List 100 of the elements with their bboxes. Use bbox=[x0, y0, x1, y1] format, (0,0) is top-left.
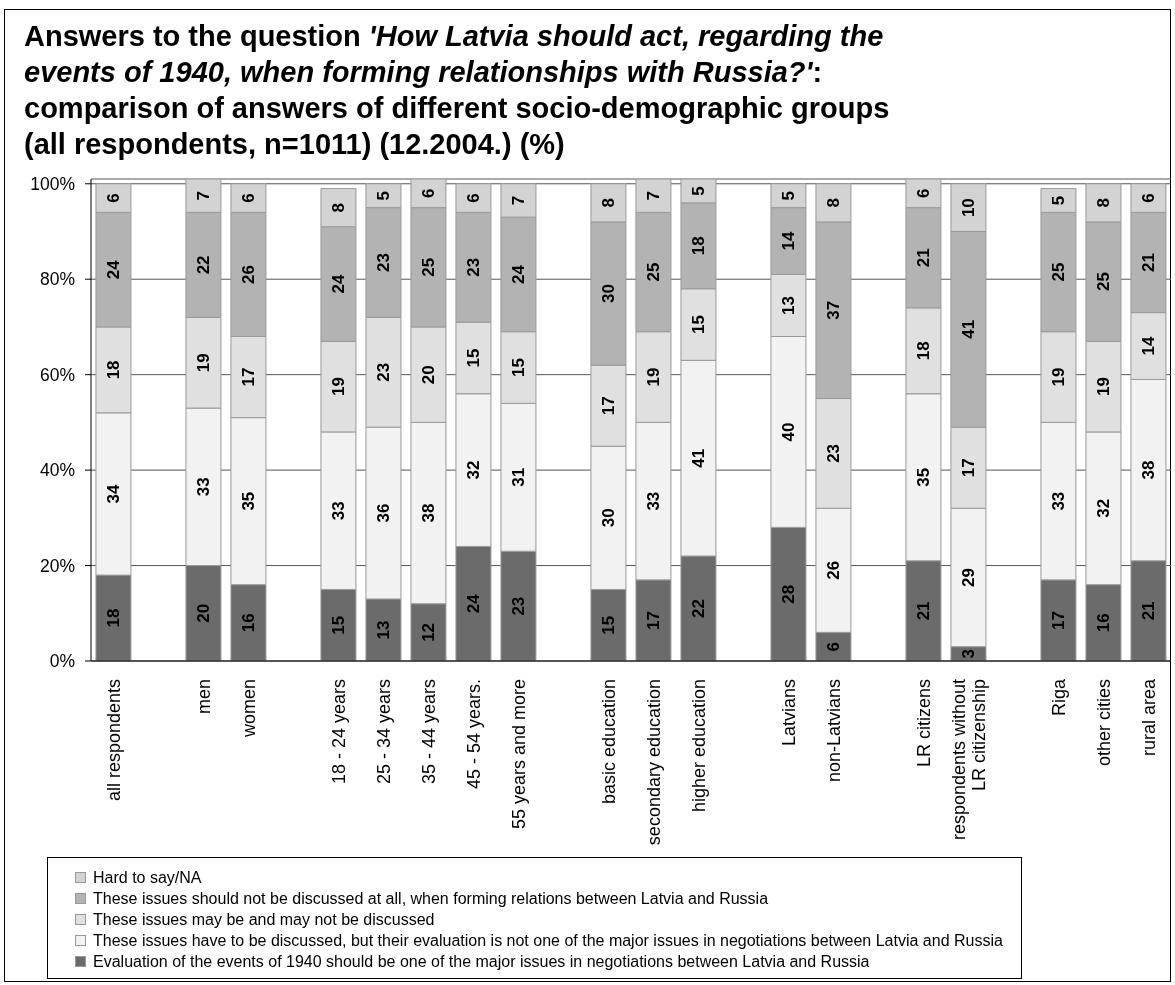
data-label: 23 bbox=[463, 257, 483, 277]
data-label: 32 bbox=[1093, 498, 1113, 518]
data-label: 33 bbox=[1048, 491, 1068, 511]
data-label: 5 bbox=[1048, 195, 1068, 206]
data-label: 19 bbox=[328, 377, 348, 397]
x-tick-label: basic education bbox=[598, 679, 619, 805]
data-label: 17 bbox=[1048, 610, 1068, 630]
data-label: 38 bbox=[1138, 460, 1158, 480]
data-label: 30 bbox=[598, 508, 618, 528]
data-label: 20 bbox=[418, 365, 438, 385]
data-label: 24 bbox=[328, 274, 348, 294]
y-tick-label: 40% bbox=[39, 460, 75, 481]
data-label: 5 bbox=[778, 190, 798, 201]
legend-label: These issues should not be discussed at all, when forming relations between Latvia and Russia bbox=[93, 889, 769, 908]
data-label: 17 bbox=[958, 458, 978, 478]
data-label: 21 bbox=[913, 248, 933, 268]
data-label: 6 bbox=[913, 188, 933, 199]
data-label: 5 bbox=[373, 190, 393, 201]
data-label: 17 bbox=[643, 610, 663, 630]
y-tick-label: 100% bbox=[30, 173, 75, 194]
data-label: 6 bbox=[1138, 193, 1158, 203]
data-label: 31 bbox=[508, 467, 528, 487]
data-label: 17 bbox=[238, 367, 258, 387]
data-label: 24 bbox=[463, 593, 483, 614]
legend-label: These issues may be and may not be discussed bbox=[93, 910, 435, 929]
data-label: 20 bbox=[193, 603, 213, 623]
data-label: 8 bbox=[823, 198, 843, 208]
data-label: 19 bbox=[1048, 367, 1068, 387]
chart-title: Answers to the question 'How Latvia should act, regarding the events of 1940, when forming relationships with Russia?': comparison of answers of different socio-demographic groups (all respondents, n=1011) (12.2004.) (%) bbox=[24, 20, 890, 160]
data-label: 18 bbox=[103, 608, 123, 628]
data-label: 18 bbox=[688, 236, 708, 256]
x-tick-label: secondary education bbox=[643, 679, 664, 846]
data-label: 8 bbox=[1093, 198, 1113, 208]
data-label: 29 bbox=[958, 568, 978, 587]
data-label: 23 bbox=[508, 596, 528, 616]
x-tick-label: non-Latvians bbox=[823, 679, 844, 783]
data-label: 23 bbox=[373, 253, 393, 272]
data-label: 19 bbox=[193, 353, 213, 373]
data-label: 6 bbox=[463, 193, 483, 203]
data-label: 6 bbox=[823, 641, 843, 652]
x-tick-label: 55 years and more bbox=[508, 679, 529, 830]
data-label: 25 bbox=[643, 262, 663, 282]
data-label: 32 bbox=[463, 460, 483, 480]
data-label: 26 bbox=[238, 264, 258, 284]
data-label: 3 bbox=[958, 649, 978, 659]
x-tick-label: women bbox=[238, 679, 259, 739]
data-label: 14 bbox=[1138, 336, 1158, 356]
data-label: 7 bbox=[193, 190, 213, 201]
data-label: 15 bbox=[688, 315, 708, 335]
data-label: 21 bbox=[1138, 601, 1158, 621]
data-label: 33 bbox=[328, 501, 348, 521]
data-label: 38 bbox=[418, 503, 438, 523]
data-label: 6 bbox=[103, 193, 123, 203]
data-label: 10 bbox=[958, 198, 978, 218]
data-label: 16 bbox=[1093, 613, 1113, 633]
data-label: 22 bbox=[193, 255, 213, 275]
data-label: 5 bbox=[688, 186, 708, 196]
x-tick-label: 25 - 34 years bbox=[373, 679, 394, 785]
data-label: 15 bbox=[598, 615, 618, 635]
data-label: 21 bbox=[913, 601, 933, 621]
data-label: 12 bbox=[418, 622, 438, 642]
data-label: 18 bbox=[103, 360, 123, 380]
x-tick-label: 18 - 24 years bbox=[328, 679, 349, 785]
data-label: 24 bbox=[508, 264, 528, 284]
data-label: 23 bbox=[373, 362, 393, 382]
x-tick-label: all respondents bbox=[103, 679, 124, 802]
data-label: 6 bbox=[238, 193, 258, 203]
data-label: 18 bbox=[913, 341, 933, 361]
x-tick-label: men bbox=[193, 679, 214, 715]
data-label: 41 bbox=[688, 448, 708, 468]
data-label: 8 bbox=[598, 198, 618, 208]
data-label: 25 bbox=[1093, 272, 1113, 292]
data-label: 8 bbox=[328, 202, 348, 213]
data-label: 41 bbox=[958, 319, 978, 339]
x-tick-label: LR citizens bbox=[913, 679, 934, 768]
data-label: 34 bbox=[103, 483, 123, 504]
x-tick-label: Latvians bbox=[778, 679, 799, 747]
data-label: 33 bbox=[193, 477, 213, 497]
data-label: 17 bbox=[598, 396, 618, 416]
data-label: 15 bbox=[508, 358, 528, 377]
x-tick-label: Riga bbox=[1048, 678, 1069, 717]
legend-label: Evaluation of the events of 1940 should be one of the major issues in negotiations between Latvia and Russia bbox=[93, 952, 870, 971]
x-tick-label: 45 - 54 years. bbox=[463, 679, 484, 790]
legend-label: Hard to say/NA bbox=[93, 868, 202, 887]
data-label: 7 bbox=[508, 195, 528, 206]
data-label: 15 bbox=[463, 348, 483, 368]
x-tick-label: rural area bbox=[1138, 678, 1159, 757]
data-label: 26 bbox=[823, 560, 843, 580]
data-label: 22 bbox=[688, 599, 708, 618]
data-label: 19 bbox=[1093, 377, 1113, 397]
x-tick-label: 35 - 44 years bbox=[418, 679, 439, 785]
data-label: 28 bbox=[778, 584, 798, 604]
data-label: 24 bbox=[103, 259, 123, 280]
data-label: 25 bbox=[1048, 262, 1068, 282]
x-tick-label: respondents without LR citizenship bbox=[948, 679, 989, 841]
x-tick-label: higher education bbox=[688, 679, 709, 813]
data-label: 33 bbox=[643, 491, 663, 511]
data-label: 13 bbox=[778, 296, 798, 315]
data-label: 30 bbox=[598, 284, 618, 303]
x-tick-label: other cities bbox=[1093, 679, 1114, 767]
